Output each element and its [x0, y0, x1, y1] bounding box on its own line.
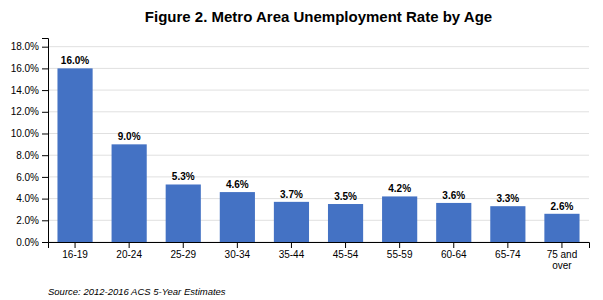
x-tick: 65-74: [495, 242, 521, 260]
x-tick-label: 35-44: [279, 249, 305, 260]
data-label: 9.0%: [118, 131, 141, 142]
data-label: 2.6%: [551, 201, 574, 212]
data-label: 5.3%: [172, 171, 195, 182]
bar: [436, 203, 471, 242]
y-tick-mark: [42, 90, 48, 91]
x-tick-label: 45-54: [333, 249, 359, 260]
y-tick: 2.0%: [16, 215, 48, 226]
data-label: 3.3%: [496, 193, 519, 204]
x-tick-mark: [75, 242, 76, 248]
y-tick-label: 18.0%: [11, 41, 39, 52]
x-tick-mark: [561, 242, 562, 248]
y-tick-mark: [42, 177, 48, 178]
y-tick-mark: [42, 47, 48, 48]
x-tick-mark: [399, 242, 400, 248]
x-tick: 35-44: [279, 242, 305, 260]
y-axis: 0.0% 2.0% 4.0% 6.0% 8.0% 10.0% 12.0% 14.0% 16.0%…: [11, 39, 49, 248]
data-label: 4.2%: [388, 183, 411, 194]
x-tick-label: 65-74: [495, 249, 521, 260]
bar: [166, 184, 201, 242]
y-tick-mark: [42, 199, 48, 200]
y-tick-mark: [42, 68, 48, 69]
bar: [220, 192, 255, 242]
y-tick: 0.0%: [16, 237, 48, 248]
data-labels: 16.0% 9.0% 5.3% 4.6% 3.7% 3.5% 4.2% 3.6% 3.3% 2.6…: [61, 55, 574, 211]
bar: [112, 144, 147, 242]
x-tick-label: 16-19: [62, 249, 88, 260]
data-label: 3.5%: [334, 191, 357, 202]
y-tick-label: 14.0%: [11, 85, 39, 96]
x-tick-label: 25-29: [170, 249, 196, 260]
x-axis: 16-19 20-24 25-29 30-34 35-44 45-54 55-59 60-64…: [49, 242, 590, 271]
y-tick-label: 6.0%: [16, 172, 39, 183]
grid-line: [48, 90, 589, 91]
y-tick: 8.0%: [16, 150, 48, 161]
grid-line: [48, 46, 589, 47]
bar: [57, 68, 92, 242]
y-tick-mark: [42, 155, 48, 156]
x-tick-label: 20-24: [116, 249, 142, 260]
x-tick: 25-29: [170, 242, 196, 260]
x-tick-label: 60-64: [441, 249, 467, 260]
y-tick-mark: [42, 242, 48, 243]
x-axis-line: [49, 243, 590, 249]
y-tick: 12.0%: [11, 106, 48, 117]
bar: [544, 214, 579, 242]
x-tick-mark: [291, 242, 292, 248]
plot-area: 0.0% 2.0% 4.0% 6.0% 8.0% 10.0% 12.0% 14.0% 16.0%…: [11, 39, 590, 272]
y-axis-line: [42, 39, 49, 243]
y-tick-mark: [42, 112, 48, 113]
y-tick-label: 4.0%: [16, 193, 39, 204]
data-label: 4.6%: [226, 179, 249, 190]
bar: [382, 196, 417, 242]
x-tick-mark: [345, 242, 346, 248]
x-tick-mark: [453, 242, 454, 248]
x-tick-mark: [237, 242, 238, 248]
grid-line: [48, 111, 589, 112]
y-tick: 18.0%: [11, 41, 48, 52]
y-tick: 14.0%: [11, 85, 48, 96]
y-tick-mark: [42, 133, 48, 134]
x-tick: 55-59: [387, 242, 413, 260]
y-tick: 16.0%: [11, 63, 48, 74]
grid: [48, 47, 589, 242]
bar: [328, 204, 363, 242]
y-tick-mark: [42, 220, 48, 221]
x-tick-mark: [507, 242, 508, 248]
y-tick-label: 8.0%: [16, 150, 39, 161]
chart: 0.0% 2.0% 4.0% 6.0% 8.0% 10.0% 12.0% 14.0% 16.0%…: [0, 0, 603, 300]
data-label: 3.6%: [442, 190, 465, 201]
x-tick-label: 75 andover: [547, 249, 578, 271]
y-tick-label: 16.0%: [11, 63, 39, 74]
y-tick-label: 0.0%: [16, 237, 39, 248]
x-tick: 75 andover: [547, 242, 578, 271]
source-note: Source: 2012-2016 ACS 5-Year Estimates: [48, 286, 226, 297]
bars: [57, 68, 579, 242]
y-tick-label: 12.0%: [11, 106, 39, 117]
title: Figure 2. Metro Area Unemployment Rate b…: [145, 8, 492, 25]
y-tick: 10.0%: [11, 128, 48, 139]
data-label: 3.7%: [280, 189, 303, 200]
y-tick: 6.0%: [16, 172, 48, 183]
x-tick: 45-54: [333, 242, 359, 260]
y-tick-label: 10.0%: [11, 128, 39, 139]
x-tick-mark: [183, 242, 184, 248]
x-tick: 16-19: [62, 242, 88, 260]
y-tick-label: 2.0%: [16, 215, 39, 226]
data-label: 16.0%: [61, 55, 89, 66]
bar: [274, 202, 309, 242]
x-tick: 60-64: [441, 242, 467, 260]
x-tick: 30-34: [225, 242, 251, 260]
x-tick-mark: [129, 242, 130, 248]
y-tick: 4.0%: [16, 193, 48, 204]
bar: [490, 206, 525, 242]
x-tick: 20-24: [116, 242, 142, 260]
x-tick-label: 55-59: [387, 249, 413, 260]
x-tick-label: 30-34: [225, 249, 251, 260]
grid-line: [48, 68, 589, 69]
